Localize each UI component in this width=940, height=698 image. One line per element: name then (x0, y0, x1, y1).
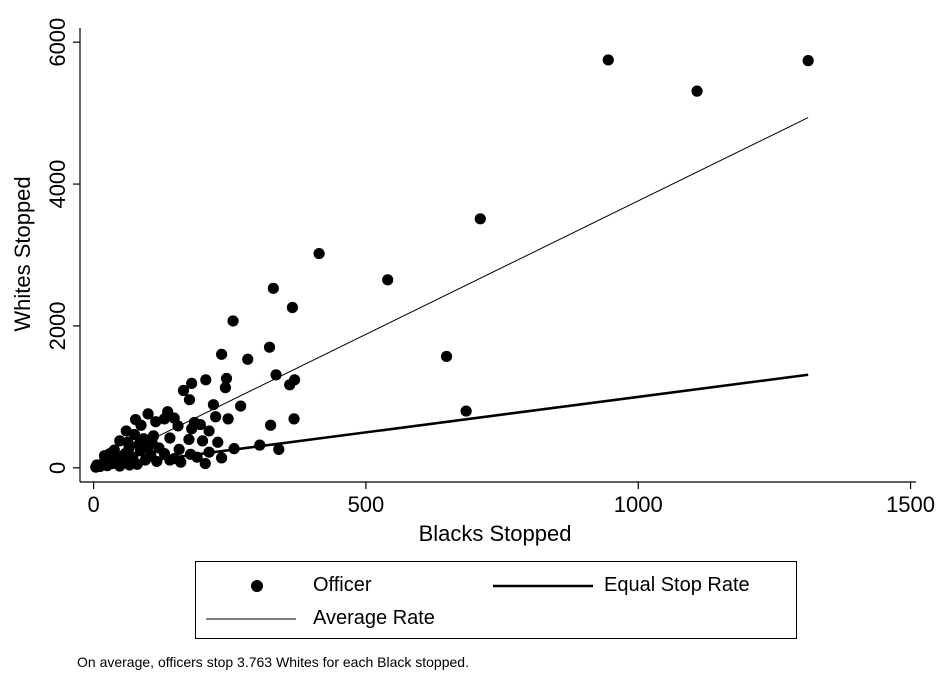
officer-point-86 (133, 438, 145, 451)
officer-point-40 (172, 420, 184, 432)
officer-point-73 (175, 456, 187, 468)
x-tick-label-1500: 1500 (886, 492, 935, 517)
officer-point-54 (228, 443, 240, 455)
officer-point-6 (267, 282, 279, 294)
officer-point-88 (146, 438, 159, 450)
officer-point-0 (602, 54, 614, 66)
officer-point-55 (173, 443, 185, 455)
officer-point-38 (203, 425, 215, 437)
officer-point-72 (151, 455, 163, 468)
officer-point-16 (200, 374, 212, 386)
legend-equal-rate-line (493, 584, 593, 588)
officer-point-50 (254, 439, 266, 451)
legend-officer-marker (251, 580, 263, 592)
officer-point-27 (222, 413, 234, 425)
officer-point-44 (164, 432, 176, 444)
officer-point-17 (220, 372, 233, 385)
line-average-rate (93, 117, 809, 469)
legend-average-rate-line (206, 618, 296, 620)
officer-point-5 (382, 274, 394, 286)
officer-point-74 (199, 457, 211, 470)
officer-point-87 (122, 436, 134, 448)
officer-point-83 (123, 459, 136, 471)
officer-point-37 (186, 423, 198, 435)
officer-point-39 (265, 419, 277, 431)
legend-average-rate-label: Average Rate (313, 607, 435, 629)
officer-point-35 (150, 416, 162, 428)
officer-point-1 (802, 55, 814, 67)
officer-point-7 (286, 301, 299, 314)
legend: Officer Equal Stop Rate Average Rate (195, 561, 797, 639)
y-axis-label: Whites Stopped (10, 176, 35, 331)
officer-point-42 (128, 428, 141, 441)
officer-point-13 (270, 369, 282, 381)
officer-point-81 (101, 460, 113, 472)
officer-point-8 (227, 315, 239, 327)
officer-point-82 (114, 460, 126, 472)
officer-point-11 (242, 353, 254, 365)
x-tick-label-1000: 1000 (614, 492, 663, 517)
officer-point-85 (191, 451, 203, 463)
officer-point-46 (183, 433, 195, 446)
officer-point-18 (186, 377, 198, 389)
officer-point-29 (194, 418, 206, 431)
legend-equal-rate-label: Equal Stop Rate (604, 574, 750, 596)
officer-point-48 (196, 435, 209, 447)
officer-point-20 (219, 382, 232, 394)
y-tick-label-0: 0 (45, 462, 70, 474)
officer-point-15 (284, 379, 296, 391)
x-tick-label-0: 0 (87, 492, 99, 517)
officer-point-49 (212, 436, 224, 448)
officer-point-12 (440, 350, 453, 363)
officer-point-89 (104, 448, 116, 460)
officer-point-10 (216, 348, 228, 360)
officer-point-19 (177, 384, 190, 397)
officer-point-84 (164, 454, 176, 466)
y-tick-label-6000: 6000 (45, 18, 70, 67)
officer-point-25 (288, 413, 300, 425)
officer-point-3 (474, 213, 486, 225)
officer-point-26 (210, 411, 222, 423)
officer-point-67 (216, 452, 228, 464)
y-tick-label-2000: 2000 (45, 301, 70, 350)
officer-point-80 (90, 461, 102, 473)
x-axis-label: Blacks Stopped (419, 521, 572, 546)
officer-point-59 (273, 443, 285, 455)
officer-point-36 (135, 419, 147, 431)
officer-point-58 (203, 446, 215, 458)
y-tick-label-4000: 4000 (45, 160, 70, 209)
officer-point-21 (207, 399, 220, 411)
legend-officer-label: Officer (313, 574, 372, 596)
officer-point-4 (313, 247, 325, 260)
officer-point-23 (183, 394, 196, 406)
officer-point-24 (460, 405, 472, 417)
officer-point-31 (142, 408, 154, 420)
officer-point-22 (235, 400, 247, 412)
officer-point-9 (263, 341, 276, 353)
x-tick-label-500: 500 (348, 492, 385, 517)
officer-point-33 (158, 413, 171, 425)
footnote: On average, officers stop 3.763 Whites f… (77, 654, 469, 670)
officer-point-2 (691, 85, 703, 97)
